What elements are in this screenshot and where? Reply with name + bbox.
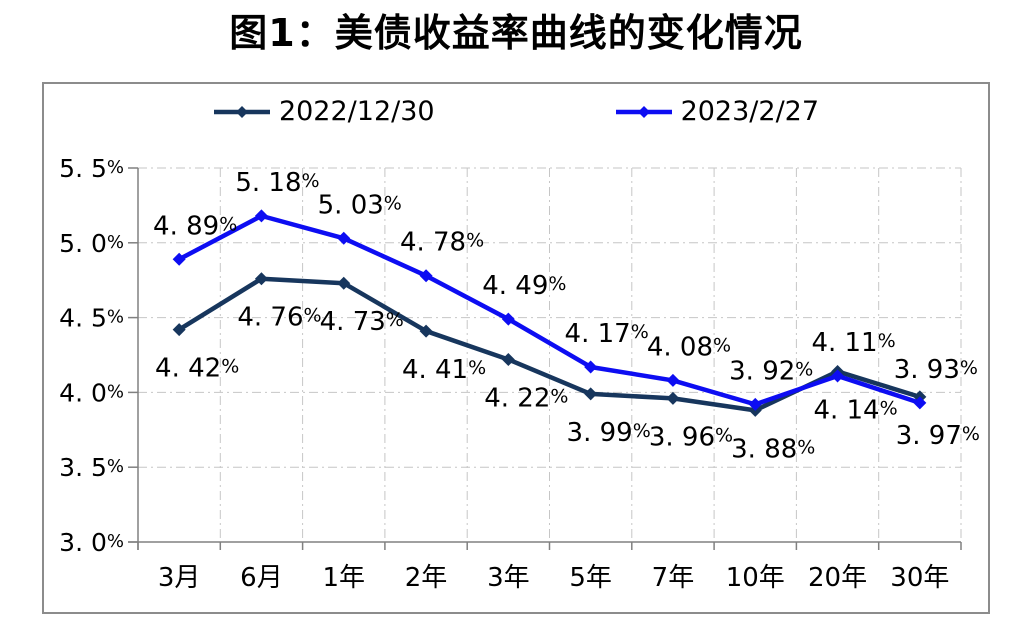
x-tick-label: 6月 [240,563,283,593]
data-point [254,209,268,223]
data-label: 4. 49% [482,271,566,301]
data-label: 4. 14% [813,395,897,425]
data-label: 4. 73% [320,307,404,337]
data-labels-2023-2-27: 4. 89%5. 18%5. 03%4. 78%4. 49%4. 17%4. 0… [153,168,978,386]
data-label: 4. 42% [155,354,239,384]
data-label: 5. 03% [318,190,402,220]
data-point [584,360,598,374]
legend-label: 2023/2/27 [680,96,820,127]
data-label: 4. 22% [484,383,568,413]
x-tick-label: 20年 [808,563,867,593]
x-tick-label: 30年 [890,563,949,593]
x-axis-labels: 3月 6月 1年 2年 3年 5年 7年 10年 20年 30年 [158,563,950,593]
y-tick-label: 5. 5% [59,154,124,183]
legend-line-marker-icon [213,105,270,118]
data-label: 3. 88% [731,434,815,464]
data-point [584,387,598,401]
data-point [748,397,762,411]
chart-frame [42,82,990,614]
y-tick-label: 3. 0% [59,528,124,557]
data-point [501,312,515,326]
data-label: 3. 99% [567,418,651,448]
x-tick-label: 3月 [158,563,201,593]
legend-line-marker-icon [615,105,672,118]
data-point [666,391,680,405]
series-2023-2-27 [172,209,927,411]
data-label: 4. 08% [647,332,731,362]
data-point [913,396,927,410]
data-point [831,369,845,383]
data-label: 3. 92% [729,356,813,386]
legend: 2022/12/30 2023/2/27 [0,98,1032,125]
gridlines [138,167,962,542]
y-tick-label: 3. 5% [59,453,124,482]
data-label: 4. 76% [237,303,321,333]
data-label: 4. 41% [402,355,486,385]
legend-entry-2023-2-27: 2023/2/27 [615,98,819,125]
data-label: 3. 96% [649,422,733,452]
data-label: 4. 17% [565,319,649,349]
x-tick-label: 3年 [487,563,530,593]
data-point [172,323,186,337]
legend-label: 2022/12/30 [278,96,435,127]
x-tick-label: 2年 [405,563,448,593]
data-point [419,269,433,283]
data-point [419,324,433,338]
y-tick-label: 4. 0% [59,378,124,407]
x-tick-label: 1年 [322,563,365,593]
chart-title: 图1：美债收益率曲线的变化情况 [229,11,803,55]
x-tick-label: 5年 [569,563,612,593]
data-point [501,352,515,366]
data-point [337,231,351,245]
data-label: 3. 97% [896,421,980,451]
data-point [666,373,680,387]
data-point [172,252,186,266]
data-label: 3. 93% [894,355,978,385]
x-tick-label: 10年 [726,563,785,593]
y-tick-label: 4. 5% [59,304,124,333]
data-label: 4. 11% [811,328,895,358]
series-line [176,213,923,407]
y-tick-label: 5. 0% [59,229,124,258]
data-point [337,276,351,290]
data-label: 4. 78% [400,228,484,258]
axes [128,167,962,550]
data-point [254,272,268,286]
x-tick-label: 7年 [652,563,695,593]
data-label: 5. 18% [235,168,319,198]
y-axis-labels: 5. 5% 5. 0% 4. 5% 4. 0% 3. 5% 3. 0% [59,154,124,557]
legend-entry-2022-12-30: 2022/12/30 [213,98,435,125]
